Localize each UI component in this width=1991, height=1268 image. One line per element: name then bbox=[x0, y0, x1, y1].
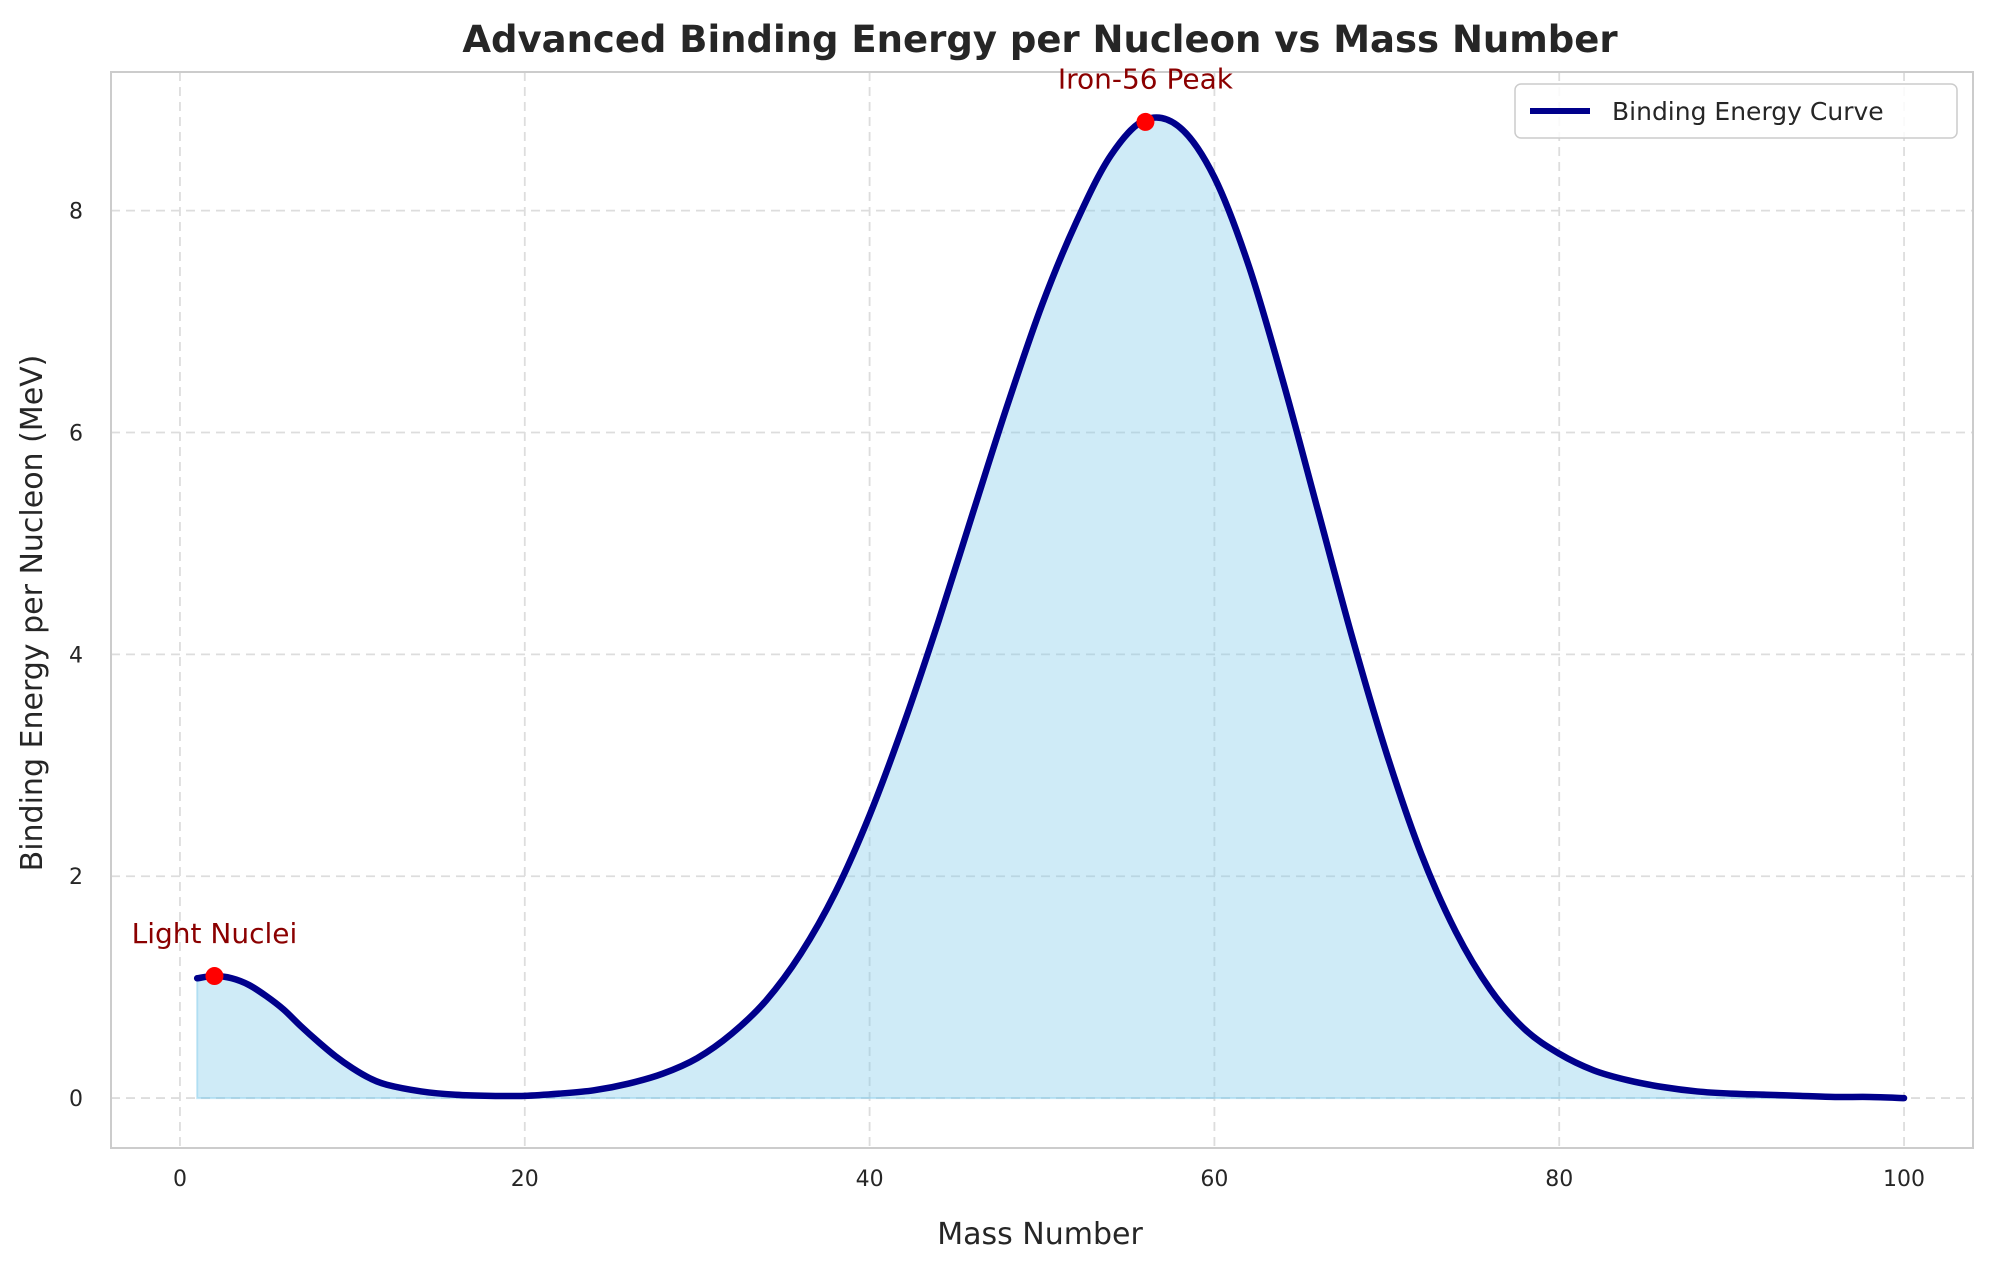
annotation-label: Iron-56 Peak bbox=[1058, 63, 1234, 96]
annotation-label: Light Nuclei bbox=[132, 917, 298, 950]
marker-layer bbox=[205, 112, 1155, 986]
y-tick-label: 0 bbox=[69, 1087, 83, 1112]
y-tick-label: 6 bbox=[69, 422, 83, 447]
x-tick-label: 60 bbox=[1200, 1167, 1228, 1192]
y-tick-label: 8 bbox=[69, 200, 83, 225]
data-point-marker bbox=[1136, 112, 1155, 131]
legend-box bbox=[1514, 83, 1958, 139]
x-tick-label: 20 bbox=[511, 1167, 539, 1192]
x-axis-label: Mass Number bbox=[937, 1217, 1143, 1252]
data-point-marker bbox=[205, 967, 224, 986]
x-axis-ticks: 0 20 40 60 80 100 bbox=[173, 1167, 1925, 1192]
x-tick-label: 100 bbox=[1883, 1167, 1925, 1192]
y-tick-label: 2 bbox=[69, 865, 83, 890]
legend: Binding Energy Curve bbox=[1514, 83, 1958, 139]
y-axis-ticks: 0 2 4 6 8 bbox=[69, 200, 83, 1112]
x-tick-label: 0 bbox=[173, 1167, 187, 1192]
plot-frame bbox=[110, 71, 1974, 1149]
chart-title: Advanced Binding Energy per Nucleon vs M… bbox=[462, 18, 1618, 61]
x-tick-label: 80 bbox=[1545, 1167, 1573, 1192]
annotation-layer: Light Nuclei Iron-56 Peak bbox=[132, 63, 1234, 950]
series-line bbox=[193, 114, 1908, 1102]
y-axis-label: Binding Energy per Nucleon (MeV) bbox=[15, 355, 50, 872]
x-tick-label: 40 bbox=[856, 1167, 884, 1192]
y-tick-label: 4 bbox=[69, 643, 83, 668]
line-layer bbox=[193, 114, 1908, 1102]
legend-label: Binding Energy Curve bbox=[1612, 97, 1884, 126]
